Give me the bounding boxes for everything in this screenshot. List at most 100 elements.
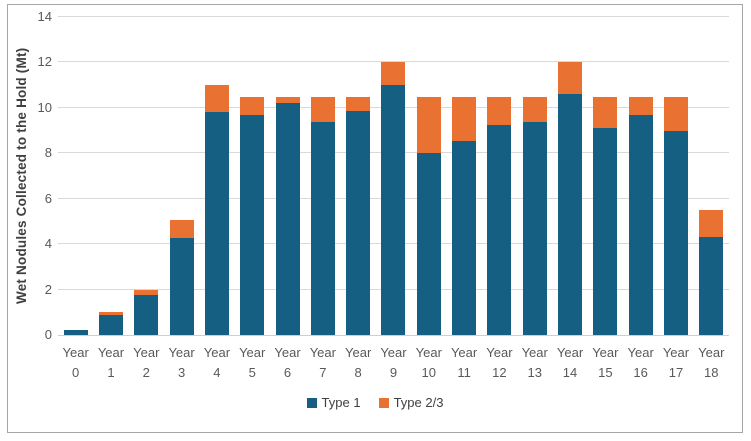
gridline-14 <box>58 16 729 17</box>
legend-item-type-2-3: Type 2/3 <box>378 395 444 410</box>
bar-segment-type-2-3 <box>522 96 547 122</box>
bar-year-4 <box>204 85 229 335</box>
bar-segment-type-2-3 <box>204 85 229 113</box>
bar-segment-type-2-3 <box>452 96 477 141</box>
x-tick-label-year-10: Year 10 <box>415 345 442 380</box>
bar-segment-type-1 <box>416 153 441 335</box>
bar-slot-year-7 <box>305 17 340 335</box>
x-tick-label-year-7: Year 7 <box>309 345 336 380</box>
bar-segment-type-1 <box>593 128 618 335</box>
bar-slot-year-13 <box>517 17 552 335</box>
bar-segment-type-1 <box>240 114 265 335</box>
x-tick-label-year-11: Year 11 <box>450 345 478 380</box>
bar-segment-type-2-3 <box>663 96 688 131</box>
bar-slot-year-16 <box>623 17 658 335</box>
bar-year-8 <box>346 96 371 335</box>
bar-year-12 <box>487 96 512 335</box>
bar-year-9 <box>381 62 406 335</box>
y-tick-label-12: 12 <box>37 54 52 70</box>
bar-segment-type-1 <box>663 130 688 335</box>
x-tick-label-year-8: Year 8 <box>345 345 372 380</box>
legend-item-type-1: Type 1 <box>306 395 361 410</box>
legend-label: Type 2/3 <box>393 395 444 410</box>
x-tick-label-year-17: Year 17 <box>662 345 690 380</box>
legend-label: Type 1 <box>321 395 361 410</box>
bar-year-7 <box>310 96 335 335</box>
bar-year-0 <box>63 330 88 335</box>
x-tick-label-year-3: Year 3 <box>168 345 195 380</box>
bar-slot-year-14 <box>552 17 587 335</box>
bar-segment-type-2-3 <box>699 210 724 238</box>
bar-segment-type-1 <box>310 121 335 335</box>
bar-year-15 <box>593 96 618 335</box>
bar-year-11 <box>452 96 477 335</box>
x-tick-label-year-18: Year 18 <box>698 345 725 380</box>
bar-year-6 <box>275 96 300 335</box>
legend-swatch-icon <box>378 397 389 408</box>
plot-area <box>58 16 729 336</box>
x-tick-label-year-1: Year 1 <box>97 345 125 380</box>
gridline-12 <box>58 61 729 63</box>
bar-segment-type-1 <box>487 124 512 335</box>
bar-year-5 <box>240 96 265 335</box>
bar-slot-year-11 <box>446 17 481 335</box>
bar-year-1 <box>98 312 123 335</box>
bar-segment-type-2-3 <box>240 96 265 115</box>
x-tick-label-year-6: Year 6 <box>274 345 301 380</box>
bar-slot-year-6 <box>270 17 305 335</box>
bar-year-18 <box>699 210 724 335</box>
y-tick-label-6: 6 <box>44 190 52 206</box>
bar-slot-year-2 <box>129 17 164 335</box>
bar-slot-year-4 <box>199 17 234 335</box>
y-tick-label-10: 10 <box>37 99 52 115</box>
x-tick-label-year-0: Year 0 <box>62 345 89 380</box>
bar-segment-type-1 <box>169 238 194 335</box>
x-tick-label-year-15: Year 15 <box>592 345 619 380</box>
bar-slot-year-12 <box>482 17 517 335</box>
bar-segment-type-1 <box>381 85 406 335</box>
bar-year-13 <box>522 96 547 335</box>
bar-year-3 <box>169 220 194 335</box>
bars-row <box>58 17 729 335</box>
bar-segment-type-1 <box>522 121 547 335</box>
bar-segment-type-2-3 <box>381 62 406 86</box>
bar-year-17 <box>663 96 688 335</box>
y-axis-ticks: 0 2 4 6 8 10 12 14 <box>16 10 52 342</box>
bar-segment-type-1 <box>275 103 300 335</box>
bar-segment-type-2-3 <box>134 289 159 296</box>
bar-segment-type-1 <box>98 314 123 335</box>
bar-year-2 <box>134 289 159 335</box>
legend: Type 1 Type 2/3 <box>8 395 742 410</box>
bar-slot-year-10 <box>411 17 446 335</box>
legend-swatch-icon <box>306 397 317 408</box>
y-tick-label-2: 2 <box>44 281 52 297</box>
bar-segment-type-2-3 <box>310 96 335 122</box>
bar-segment-type-2-3 <box>416 96 441 154</box>
bar-segment-type-2-3 <box>275 96 300 104</box>
bar-slot-year-0 <box>58 17 93 335</box>
bar-segment-type-1 <box>204 112 229 335</box>
x-tick-label-year-9: Year 9 <box>380 345 407 380</box>
bar-year-14 <box>558 62 583 335</box>
bar-segment-type-1 <box>558 94 583 335</box>
bar-year-10 <box>416 96 441 335</box>
y-tick-label-8: 8 <box>44 145 52 161</box>
y-tick-label-4: 4 <box>44 236 52 252</box>
bar-segment-type-2-3 <box>558 62 583 95</box>
chart-frame: Wet Nodules Collected to the Hold (Mt) 0… <box>7 4 743 433</box>
x-tick-label-year-5: Year 5 <box>239 345 266 380</box>
bar-slot-year-3 <box>164 17 199 335</box>
bar-slot-year-1 <box>93 17 128 335</box>
bar-slot-year-5 <box>235 17 270 335</box>
bar-segment-type-1 <box>346 111 371 335</box>
bar-segment-type-2-3 <box>98 312 123 315</box>
x-tick-label-year-13: Year 13 <box>521 345 548 380</box>
bar-slot-year-18 <box>694 17 729 335</box>
bar-segment-type-2-3 <box>169 220 194 239</box>
y-tick-label-0: 0 <box>44 327 52 342</box>
x-tick-label-year-12: Year 12 <box>486 345 513 380</box>
bar-segment-type-1 <box>134 295 159 335</box>
bar-segment-type-1 <box>628 114 653 335</box>
bar-segment-type-1 <box>63 330 88 335</box>
